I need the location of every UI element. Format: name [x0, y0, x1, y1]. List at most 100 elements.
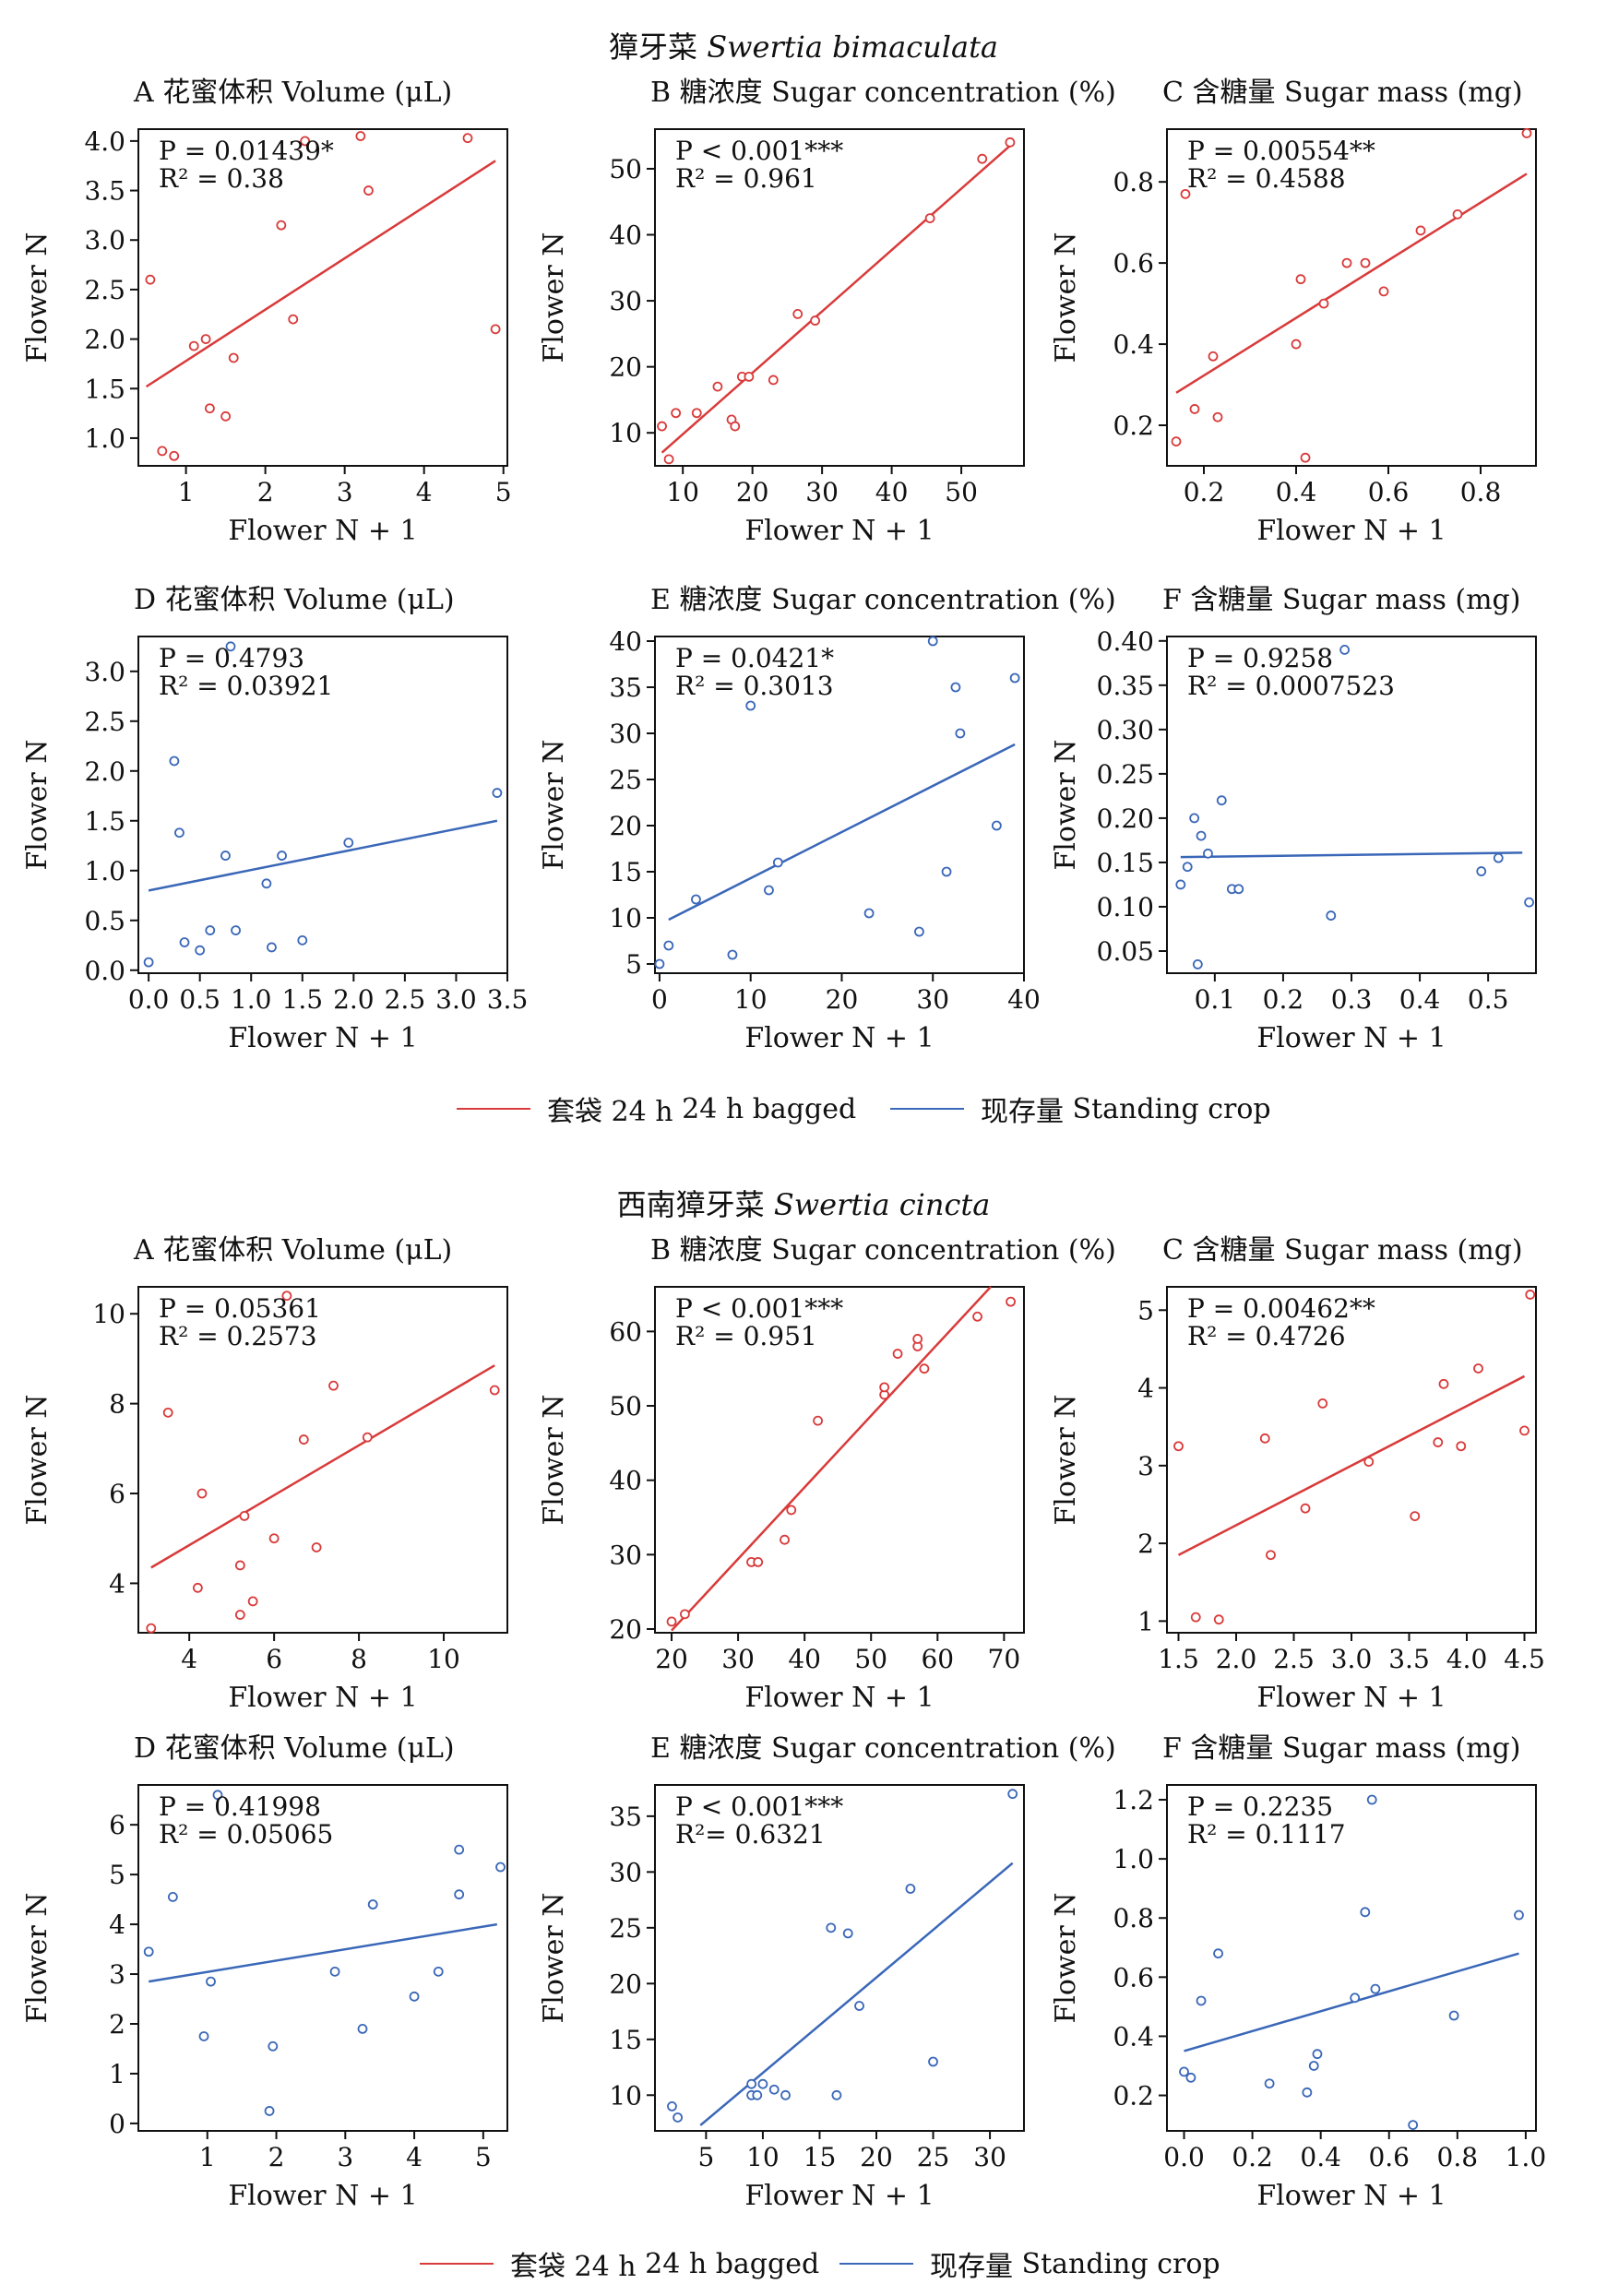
legend-line-bagged [457, 1108, 530, 1110]
data-point [972, 1311, 982, 1322]
data-point [196, 1488, 208, 1499]
data-point [912, 1334, 923, 1344]
data-point [1521, 127, 1532, 138]
group-title-cincta: 西南獐牙菜 Swertia cincta [617, 1187, 991, 1222]
data-point [792, 308, 804, 319]
y-tick-label: 4 [1137, 1374, 1154, 1404]
x-tick-label: 4 [416, 477, 433, 507]
data-point [780, 1534, 790, 1545]
data-point [1360, 257, 1371, 268]
y-tick-label: 15 [609, 2025, 642, 2055]
panel-title: F 含糖量 Sugar mass (mg) [1162, 584, 1520, 616]
y-tick-label: 3 [1137, 1451, 1154, 1481]
r-squared: R² = 0.1117 [1187, 1819, 1346, 1850]
data-point [744, 371, 755, 382]
data-point [746, 2078, 757, 2089]
chart-panel-g1-e: E 糖浓度 Sugar concentration (%) 5 10 15 20 25 30… [538, 1732, 1116, 2212]
x-tick-label: 30 [805, 477, 839, 507]
x-tick-label: 40 [875, 477, 909, 507]
x-tick-label: 0.0 [1163, 2142, 1205, 2172]
panel-title: A 花蜜体积 Volume (μL) [133, 77, 452, 109]
y-tick-label: 0.8 [1113, 1903, 1154, 1933]
x-tick-label: 1.0 [1506, 2142, 1547, 2172]
data-point [1408, 2120, 1419, 2130]
y-tick-label: 5 [625, 949, 642, 980]
x-tick-label: 30 [973, 2142, 1006, 2172]
data-point [1213, 1614, 1224, 1625]
regression-line [1180, 851, 1523, 859]
p-value: P = 0.00462** [1187, 1293, 1375, 1324]
y-tick-label: 0.2 [1113, 2081, 1154, 2112]
x-tick-label: 0.1 [1195, 984, 1236, 1015]
y-axis-label: Flower N [1050, 739, 1082, 870]
y-tick-label: 3.0 [84, 657, 125, 687]
y-tick-label: 0.5 [84, 906, 125, 936]
data-point [691, 894, 701, 905]
data-point [179, 937, 190, 947]
x-tick-label: 1 [178, 477, 195, 507]
y-tick-label: 2 [109, 2009, 125, 2040]
data-point [1308, 2061, 1319, 2071]
x-axis-label: Flower N + 1 [1256, 515, 1446, 547]
chart-panel-g0-e: E 糖浓度 Sugar concentration (%) 0 10 20 30 40 5 1… [538, 584, 1116, 1054]
y-tick-label: 30 [609, 286, 642, 316]
chart-panel-g0-a: A 花蜜体积 Volume (μL) 1 2 3 4 5 1.0 1.5 2.0 2.5 3.0 3.… [21, 77, 512, 547]
x-axis-label: Flower N + 1 [744, 1022, 934, 1054]
panel-title-zh: 含糖量 [1193, 1234, 1285, 1267]
y-tick-label: 1 [1137, 1606, 1154, 1636]
legend-line-standing [890, 1108, 964, 1110]
panel-title-zh: 糖浓度 [680, 1234, 772, 1267]
regression-line [1175, 172, 1528, 394]
y-tick-label: 2.5 [84, 707, 125, 737]
y-tick-label: 35 [609, 1802, 642, 1832]
p-value: P = 0.05361 [159, 1293, 321, 1324]
y-tick-label: 10 [92, 1299, 125, 1329]
data-point [247, 1596, 258, 1607]
y-tick-label: 0.10 [1097, 892, 1154, 922]
y-tick-label: 1.0 [84, 856, 125, 886]
data-point [1295, 274, 1306, 285]
y-tick-label: 30 [609, 719, 642, 749]
x-tick-label: 5 [697, 2142, 714, 2172]
x-tick-label: 5 [475, 2142, 492, 2172]
x-tick-label: 5 [495, 477, 512, 507]
x-tick-label: 2.5 [385, 984, 426, 1015]
data-point [362, 1432, 373, 1443]
r-squared: R² = 0.3013 [675, 671, 834, 701]
p-value: P = 0.0421* [675, 643, 834, 673]
data-point [730, 421, 741, 432]
x-axis-label: Flower N + 1 [1256, 2180, 1446, 2212]
data-point [1189, 813, 1200, 824]
y-tick-label: 0.2 [1113, 410, 1154, 441]
x-tick-label: 25 [917, 2142, 950, 2172]
data-point [1259, 1433, 1270, 1444]
regression-line [1177, 1374, 1526, 1556]
x-tick-label: 20 [826, 984, 859, 1015]
data-point [1179, 2066, 1189, 2077]
x-tick-label: 0.8 [1460, 477, 1502, 507]
data-point [657, 421, 667, 432]
x-tick-label: 20 [655, 1644, 688, 1674]
y-axis-label: Flower N [1050, 1892, 1082, 2023]
data-point [1007, 1789, 1018, 1800]
x-tick-label: 10 [666, 477, 699, 507]
data-point [355, 131, 366, 141]
legend-label-standing-en: Standing crop [1072, 1092, 1271, 1125]
p-value: P = 0.4793 [159, 643, 304, 673]
data-point [991, 820, 1002, 831]
p-value: P < 0.001*** [675, 1791, 843, 1822]
data-point [1266, 1550, 1276, 1561]
panel-title-zh: 含糖量 [1190, 1732, 1282, 1765]
data-point [212, 1790, 223, 1801]
data-point [1173, 1441, 1184, 1452]
data-point [167, 1892, 178, 1902]
y-tick-label: 0.15 [1097, 848, 1154, 878]
data-point [1378, 286, 1389, 297]
legend-label-standing-en-2: Standing crop [1021, 2247, 1220, 2280]
regression-line [1184, 1952, 1519, 2052]
r-squared: R² = 0.4726 [1187, 1321, 1346, 1351]
chart-panel-g1-d: D 花蜜体积 Volume (μL) 1 2 3 4 5 0 1 2 3 4 5 6 Flower N +… [21, 1732, 508, 2212]
plot-frame [137, 636, 508, 974]
panel-title-zh: 花蜜体积 [165, 1732, 285, 1765]
